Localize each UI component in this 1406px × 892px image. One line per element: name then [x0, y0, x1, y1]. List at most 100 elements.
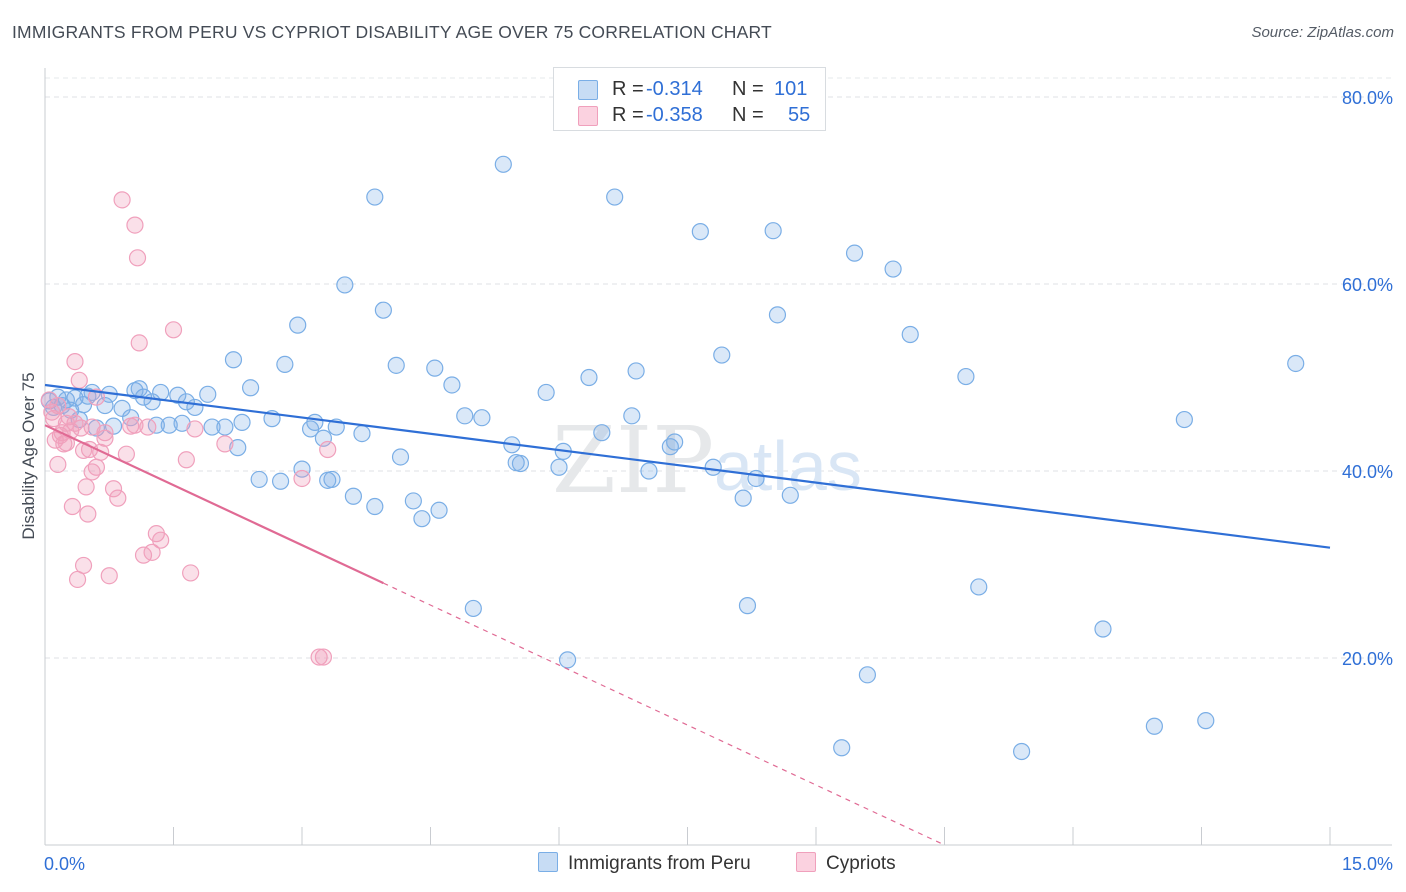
y-tick-label: 80.0%: [1342, 88, 1393, 108]
peru-point: [203, 418, 221, 436]
legend-swatch-peru: [538, 852, 558, 872]
peru-point: [289, 316, 307, 334]
peru-point: [229, 439, 247, 457]
peru-point: [593, 424, 611, 442]
cypriot-point: [126, 216, 144, 234]
cypriot-point: [128, 249, 147, 267]
legend-swatch-peru: [578, 80, 598, 100]
cypriot-point: [70, 371, 88, 389]
cypriot-point: [66, 353, 84, 371]
peru-point: [764, 222, 782, 240]
peru-point: [250, 470, 268, 489]
cypriot-point: [87, 458, 106, 476]
peru-point: [1287, 354, 1305, 373]
peru-point: [957, 367, 975, 386]
peru-point: [747, 469, 765, 488]
peru-point: [858, 666, 877, 684]
data-points: [40, 155, 1305, 761]
y-tick-label: 20.0%: [1342, 649, 1393, 669]
peru-point: [768, 306, 787, 324]
peru-point: [845, 244, 864, 262]
cypriot-point: [104, 480, 123, 498]
peru-point: [901, 325, 919, 344]
peru-point: [366, 188, 384, 206]
legend-n-label: N =: [732, 78, 764, 100]
legend-r-value: -0.358: [646, 104, 703, 126]
cypriot-point: [293, 469, 311, 488]
cypriot-point: [79, 505, 97, 523]
cypriot-point: [314, 648, 333, 666]
cypriot-trend-line: [44, 424, 384, 585]
peru-point: [74, 396, 93, 414]
peru-point: [884, 260, 902, 278]
peru-point: [704, 458, 722, 476]
cypriot-point: [143, 543, 161, 561]
legend-r-label: R =: [612, 78, 644, 100]
cypriot-point: [216, 435, 234, 453]
correlation-legend: R = -0.314 N = 101 R = -0.358 N = 55: [553, 67, 826, 131]
legend-label-peru: Immigrants from Peru: [568, 853, 751, 874]
peru-point: [169, 386, 187, 404]
peru-point: [160, 416, 178, 434]
peru-point: [242, 379, 260, 397]
cypriot-point: [164, 321, 183, 339]
peru-point: [374, 301, 392, 319]
cypriot-point: [60, 408, 78, 426]
peru-point: [186, 398, 204, 417]
peru-point: [713, 346, 731, 364]
cypriot-point: [319, 440, 337, 459]
cypriot-point: [100, 567, 118, 585]
tick-labels: 20.0% 40.0% 60.0% 80.0% 0.0% 15.0%: [44, 88, 1393, 874]
watermark: ZIP atlas: [552, 407, 862, 514]
peru-point: [627, 362, 645, 380]
cypriot-point: [83, 418, 101, 436]
peru-point: [558, 651, 577, 669]
legend-n-value: 101: [774, 78, 808, 100]
y-tick-label: 60.0%: [1342, 275, 1393, 295]
cypriot-point: [43, 403, 61, 421]
peru-point: [224, 351, 243, 369]
legend-swatch-cypriots: [578, 106, 598, 126]
cypriot-point: [186, 420, 204, 438]
legend-r-value: -0.314: [646, 78, 703, 100]
x-tick-label: 15.0%: [1342, 854, 1393, 874]
peru-point: [430, 501, 448, 519]
cypriot-point: [96, 429, 114, 447]
x-tick-label: 0.0%: [44, 854, 85, 874]
cypriot-point: [126, 416, 144, 434]
peru-point: [216, 418, 234, 436]
peru-point: [550, 458, 568, 476]
cypriot-point: [310, 648, 328, 666]
peru-point: [537, 383, 555, 402]
peru-point: [640, 462, 658, 480]
y-axis-label: Disability Age Over 75: [19, 372, 38, 539]
legend-n-label: N =: [732, 104, 764, 126]
peru-point: [104, 417, 123, 435]
peru-trend-line: [44, 383, 1331, 549]
peru-point: [1145, 717, 1163, 735]
axes: [44, 68, 1392, 846]
peru-point: [1012, 742, 1031, 761]
legend-row-peru: R = -0.314 N = 101: [554, 76, 825, 104]
peru-point: [199, 385, 217, 403]
cypriot-trend-line-extension: [383, 582, 945, 846]
peru-point: [79, 387, 97, 405]
peru-point: [738, 597, 757, 615]
cypriot-point: [87, 388, 106, 406]
source-credit: Source: ZipAtlas.com: [1251, 24, 1394, 41]
legend-item-peru[interactable]: Immigrants from Peru: [538, 852, 751, 875]
peru-point: [404, 492, 422, 510]
cypriot-point: [63, 497, 82, 516]
peru-point: [306, 413, 324, 431]
peru-point: [113, 399, 131, 417]
cypriot-point: [49, 455, 67, 474]
peru-point: [623, 407, 641, 425]
peru-point: [314, 429, 333, 447]
peru-point: [276, 355, 294, 374]
peru-point: [456, 407, 474, 425]
cypriot-point: [49, 396, 67, 415]
cypriot-point: [152, 531, 170, 549]
legend-item-cypriots[interactable]: Cypriots: [796, 852, 896, 875]
y-tick-label: 40.0%: [1342, 462, 1393, 482]
peru-point: [734, 489, 752, 507]
